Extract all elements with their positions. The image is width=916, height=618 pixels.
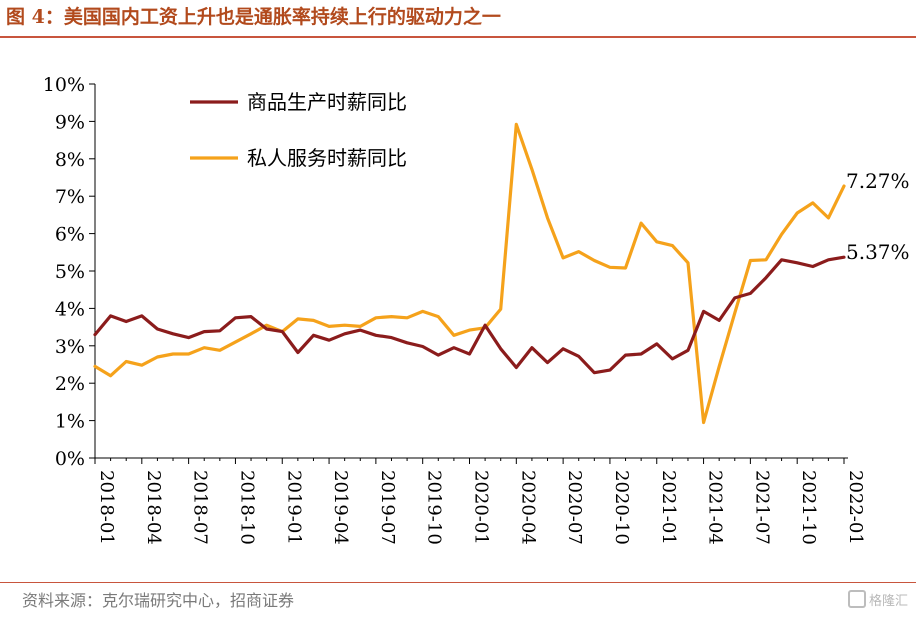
x-tick-label: 2020-07: [564, 470, 585, 545]
watermark-icon: [847, 590, 866, 608]
end-value-label: 5.37%: [846, 240, 910, 264]
y-tick-label: 8%: [55, 149, 85, 171]
x-axis-ticks: 2018-01 2018-04 2018-07 2018-10 2019-01 2019-…: [94, 458, 866, 545]
x-tick-label: 2020-10: [611, 470, 632, 545]
x-tick-label: 2020-01: [471, 470, 492, 545]
x-tick-label: 2019-07: [377, 470, 398, 545]
y-tick-label: 3%: [55, 336, 85, 358]
watermark: 格隆汇: [847, 590, 908, 614]
line-chart: 0%1%2%3%4%5%6%7%8%9%10% 2018-01 2018-04 20…: [43, 74, 910, 545]
x-tick-label: 2018-04: [143, 470, 164, 545]
x-tick-label: 2019-10: [424, 470, 445, 545]
end-labels: 5.37% 7.27%: [846, 169, 910, 264]
footer-divider: [0, 582, 916, 583]
watermark-text: 格隆汇: [868, 594, 908, 609]
x-tick-label: 2019-04: [330, 470, 351, 545]
x-tick-label: 2019-01: [283, 470, 304, 545]
source-note: 资料来源：克尔瑞研究中心，招商证券: [22, 591, 295, 610]
y-axis-ticks: 0% 1% 2% 3% 4% 5% 6% 7% 8% 9% 10%: [43, 74, 95, 470]
y-tick-label: 2%: [55, 373, 85, 395]
y-tick-label: 9%: [55, 111, 85, 133]
legend-label: 私人服务时薪同比: [247, 146, 407, 170]
chart-axes: [94, 84, 848, 459]
series-line-0: [93, 255, 846, 375]
y-tick-label: 0%: [55, 448, 85, 470]
x-tick-label: 2018-01: [96, 470, 117, 545]
legend-label: 商品生产时薪同比: [247, 90, 407, 114]
x-tick-label: 2018-10: [236, 470, 257, 545]
x-tick-label: 2021-10: [798, 470, 819, 545]
x-tick-label: 2021-01: [658, 470, 679, 545]
x-tick-label: 2022-01: [845, 470, 866, 545]
y-tick-label: 1%: [55, 411, 85, 433]
y-tick-label: 6%: [55, 224, 85, 246]
x-tick-label: 2021-04: [705, 470, 726, 545]
y-tick-label: 4%: [55, 298, 85, 320]
x-tick-label: 2018-07: [190, 470, 211, 545]
x-tick-label: 2020-04: [517, 470, 538, 545]
end-value-label: 7.27%: [846, 169, 910, 193]
page-title: 图 4：美国国内工资上升也是通胀率持续上行的驱动力之一: [6, 6, 501, 28]
x-tick-label: 2021-07: [751, 470, 772, 545]
y-tick-label: 10%: [43, 74, 85, 96]
series-lines: [93, 122, 846, 425]
title-divider: [0, 36, 916, 38]
series-line-1: [93, 122, 846, 425]
y-tick-label: 7%: [55, 186, 85, 208]
y-tick-label: 5%: [55, 261, 85, 283]
